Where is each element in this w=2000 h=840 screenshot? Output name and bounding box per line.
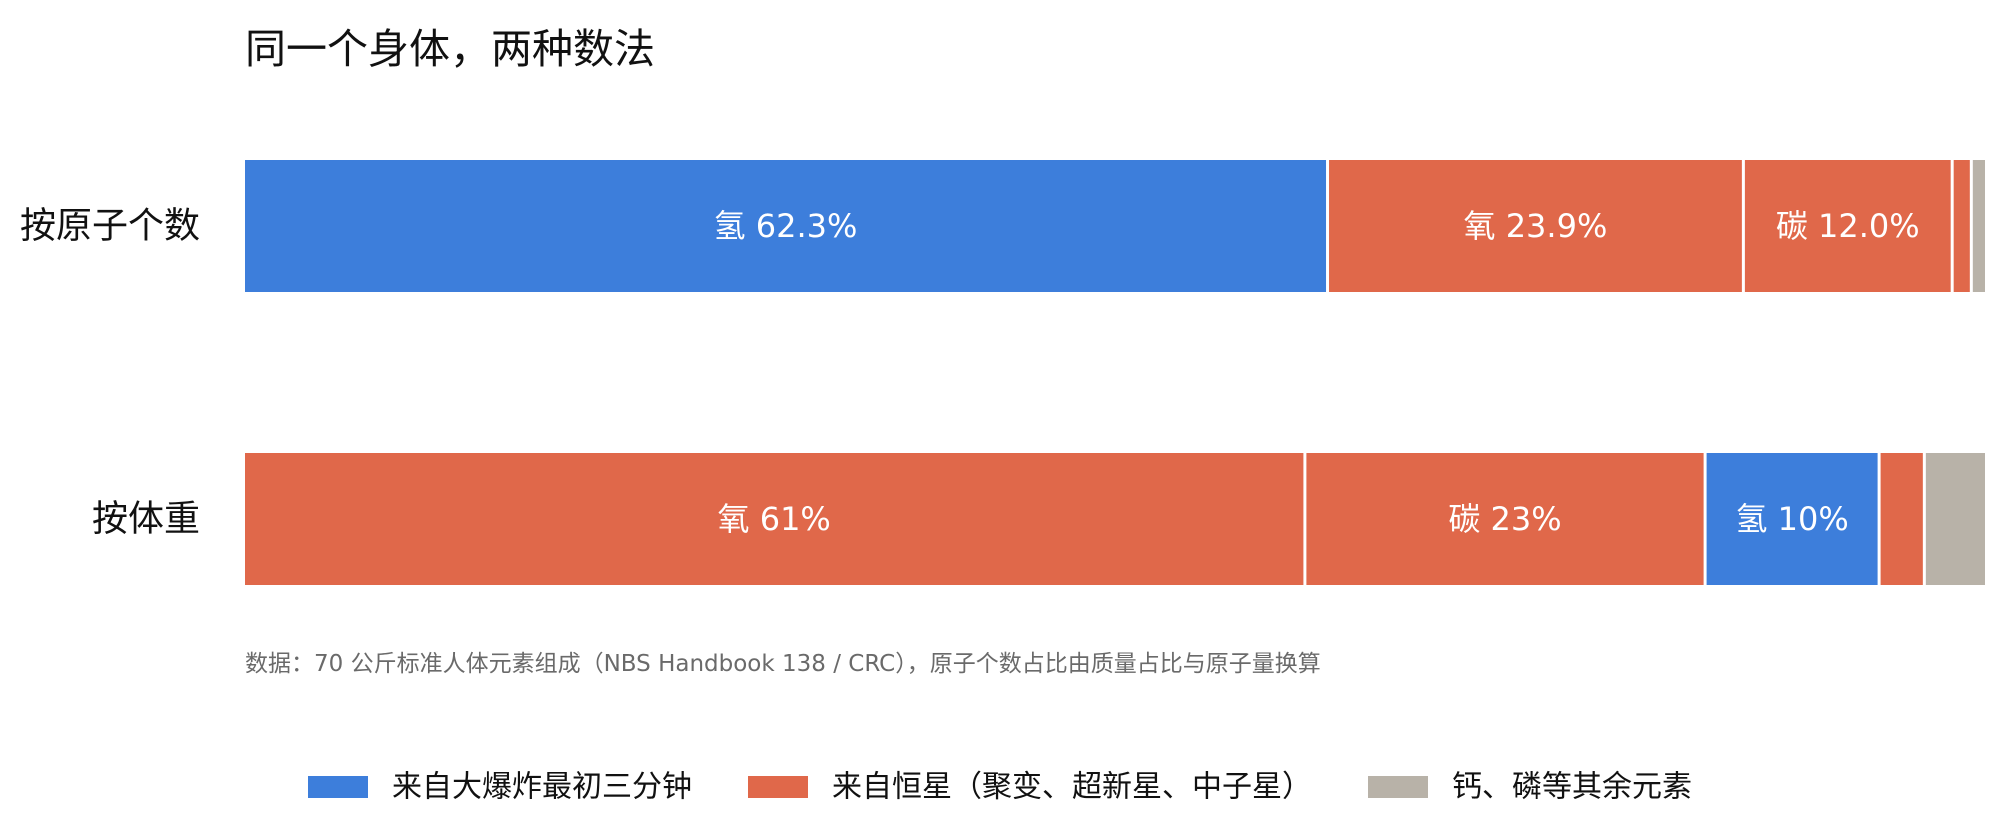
segment-label: 氧 61%	[718, 500, 831, 538]
bars-group: 按原子个数 氢 62.3% 氧 23.9% 碳 12.0% 按体重 氧 61% 碳 23% 氢…	[20, 160, 1985, 585]
category-label: 按原子个数	[20, 206, 200, 247]
bar-segment	[1744, 160, 1951, 292]
bar-segment	[1972, 160, 1985, 292]
category-label: 按体重	[92, 499, 200, 540]
legend-label: 来自大爆炸最初三分钟	[392, 770, 692, 805]
bar-segment	[1953, 160, 1970, 292]
legend-label: 钙、磷等其余元素	[1452, 770, 1692, 805]
bar-segment	[1880, 453, 1923, 585]
data-source-note: 数据：70 公斤标准人体元素组成（NBS Handbook 138 / CRC）…	[245, 651, 1321, 677]
legend-label: 来自恒星（聚变、超新星、中子星）	[832, 770, 1312, 805]
segment-label: 碳 12.0%	[1776, 207, 1920, 245]
legend-swatch	[308, 776, 368, 798]
bar-segment	[1925, 453, 1985, 585]
bar-segment	[1306, 453, 1704, 585]
bar-segment	[1706, 453, 1878, 585]
legend: 来自大爆炸最初三分钟 来自恒星（聚变、超新星、中子星） 钙、磷等其余元素	[308, 770, 1692, 805]
segment-label: 氧 23.9%	[1464, 207, 1608, 245]
chart-title: 同一个身体，两种数法	[245, 25, 655, 73]
segment-label: 氢 10%	[1735, 500, 1848, 538]
legend-swatch	[748, 776, 808, 798]
bar-segment	[1329, 160, 1742, 292]
legend-swatch	[1368, 776, 1428, 798]
bar-segment	[245, 160, 1327, 292]
segment-label: 氢 62.3%	[714, 207, 858, 245]
bar-segment	[245, 453, 1304, 585]
segment-label: 碳 23%	[1448, 500, 1561, 538]
